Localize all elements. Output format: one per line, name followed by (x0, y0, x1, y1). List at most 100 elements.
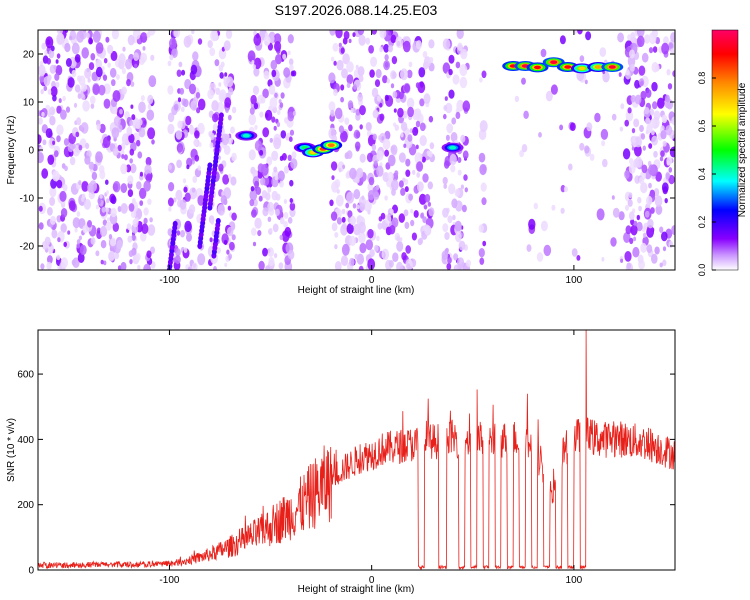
y-tick-label: 10 (23, 98, 35, 109)
spectrogram-cell (128, 133, 135, 144)
spectrogram-cell (207, 40, 213, 49)
spectrogram-cell (442, 62, 451, 74)
spectrogram-cell (140, 52, 148, 63)
spectrogram-cell (81, 193, 86, 199)
spectrogram-cell (670, 32, 675, 43)
spectrogram-cell (179, 199, 187, 210)
spectrogram-cell (338, 125, 344, 134)
spectrogram-cell (659, 262, 663, 268)
spectrogram-cell (112, 106, 118, 115)
spectrogram-cell (269, 137, 273, 143)
spectrogram-cell (41, 111, 45, 117)
spectrogram-cell (88, 161, 95, 170)
spectrogram-cell (519, 150, 524, 158)
spectrogram-cell (443, 183, 448, 189)
spectrogram-cell (264, 32, 269, 38)
spectrogram-cell (398, 91, 404, 100)
spectrogram-cell (103, 98, 111, 109)
spectrogram-cell (349, 257, 355, 267)
spectrogram-cell (221, 133, 230, 146)
spectrogram-cell (177, 97, 182, 103)
spectrogram-cell (71, 42, 80, 55)
spectrogram-cell (68, 200, 76, 211)
spectrogram-cell (668, 167, 673, 173)
spectrogram-cell (331, 181, 339, 193)
colorbar-tick-label: 0.4 (697, 168, 707, 181)
spectrogram-cell (380, 212, 386, 220)
spectrogram-cell (424, 225, 432, 236)
spectrogram-cell (627, 55, 636, 67)
spectrogram-cell (669, 146, 675, 158)
spectrogram-cell (249, 107, 255, 115)
spectrogram-cell (49, 106, 56, 116)
spectrogram-cell (168, 182, 175, 192)
spectrogram-cell (632, 138, 637, 144)
spectrogram-cell (348, 124, 353, 132)
snr-series-line (38, 330, 675, 570)
spectrogram-cell (346, 61, 354, 73)
spectrogram-cell (392, 71, 397, 79)
spectrogram-cell (210, 30, 219, 42)
spectrogram-cell (441, 250, 449, 261)
spectrogram-cell (633, 236, 637, 242)
spectrogram-cell (478, 152, 486, 163)
spectrogram-cell (638, 78, 645, 87)
colorbar-gradient (711, 29, 739, 271)
spectrogram-cell (264, 109, 273, 121)
spectrogram-cell (95, 59, 103, 69)
spectrogram-cell (331, 56, 335, 62)
spectrogram-cell (559, 124, 564, 131)
spectrogram-cell (38, 117, 43, 125)
spectrogram-cell (349, 235, 356, 247)
spectrogram-cell (371, 30, 377, 35)
spectrogram-cell (176, 143, 184, 153)
spectrogram-cell (400, 121, 408, 132)
spectrogram-cell (415, 144, 419, 150)
spectrogram-cell (101, 206, 106, 213)
spectrogram-cell (395, 36, 404, 49)
spectrogram-cell (120, 142, 126, 150)
spectrogram-cell (649, 119, 656, 129)
spectrogram-cell (638, 205, 642, 212)
spectrogram-cell (100, 225, 108, 237)
spectrogram-cell (368, 45, 374, 54)
spectrogram-cell (147, 94, 154, 105)
spectrogram-cell (228, 173, 232, 179)
spectrogram-cell (277, 170, 285, 182)
spectrogram-cell (111, 79, 116, 87)
spectrogram-cell (610, 237, 617, 247)
spectrogram-cell (120, 203, 128, 214)
spectrogram-cell (249, 199, 255, 207)
spectrogram-cell (228, 87, 234, 96)
spectrogram-cell (144, 164, 152, 176)
spectrogram-cell (48, 49, 55, 59)
spectrogram-cell (400, 132, 404, 138)
spectrogram-cell (346, 191, 355, 204)
spectrogram-cell (87, 77, 91, 83)
spectrogram-cell (81, 47, 89, 59)
spectrogram-y-axis-label: Frequency (Hz) (6, 116, 17, 185)
spectrogram-cell (428, 207, 435, 217)
spectrogram-cell (458, 240, 466, 251)
spectrogram-cell (450, 164, 456, 173)
spectrogram-cell (551, 204, 556, 211)
spectrogram-cell (392, 252, 399, 262)
spectrogram-cell (462, 100, 471, 112)
spectrogram-cell (252, 85, 260, 96)
spectrogram-cell (173, 197, 177, 203)
spectrogram-cell (85, 32, 90, 39)
spectrogram-cell (251, 209, 257, 218)
spectrogram-cell (258, 260, 265, 270)
spectrogram-cell (131, 234, 136, 241)
spectrogram-cell (596, 208, 605, 221)
spectrogram-cell (371, 87, 379, 98)
spectrogram-cell (289, 64, 294, 72)
spectrogram-cell (406, 97, 415, 109)
spectrogram-cell (41, 42, 47, 50)
spectrogram-cell (404, 83, 410, 93)
spectrogram-cell (74, 54, 81, 63)
spectrogram-cell (260, 96, 266, 104)
spectrogram-cell (292, 110, 297, 116)
spectrogram-cell (396, 235, 401, 242)
colorbar-tick-label: 0.0 (697, 264, 707, 277)
